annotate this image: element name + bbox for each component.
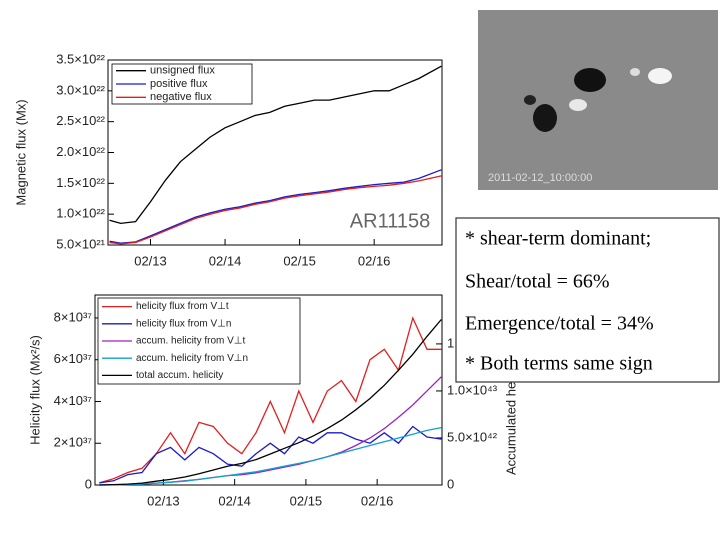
series-line — [109, 169, 442, 244]
y-tick-label: 1.5×10²² — [56, 175, 105, 190]
flux-chart: 5.0×10²¹ 1.0×10²² 1.5×10²² 2.0×10²² 2.5×10²²… — [13, 51, 443, 268]
y-tick-label: 2.0×10²² — [56, 144, 105, 159]
legend-label: negative flux — [150, 91, 212, 103]
y-tick-label: 3.0×10²² — [56, 82, 105, 97]
series-line — [99, 425, 442, 484]
dark-spot — [524, 95, 536, 105]
legend-label: unsigned flux — [150, 65, 215, 77]
bright-spot — [569, 99, 587, 111]
legend-label: total accum. helicity — [136, 370, 223, 381]
y2-tick-label: 5.0×10⁴² — [447, 429, 498, 444]
y-tick-label: 6×10³⁷ — [54, 351, 93, 366]
series-line — [99, 426, 442, 486]
y-tick-label: 8×10³⁷ — [54, 309, 93, 324]
text-line: Shear/total = 66% — [465, 271, 610, 293]
dark-spot — [574, 68, 606, 92]
plot-frame — [94, 294, 443, 486]
legend-label: positive flux — [150, 78, 208, 90]
y-tick-label: 4×10³⁷ — [54, 393, 93, 408]
legend-label: helicity flux from V⊥t — [136, 301, 229, 312]
y2-tick-label: 0 — [447, 476, 454, 491]
x-tick-label: 02/13 — [147, 493, 180, 508]
legend-label: helicity flux from V⊥n — [136, 318, 231, 329]
x-tick-label: 02/14 — [209, 253, 242, 268]
bright-spot — [648, 68, 672, 84]
text-line: * shear-term dominant; — [465, 228, 651, 250]
y-tick-label: 5.0×10²¹ — [56, 236, 105, 251]
bright-spot — [630, 68, 640, 76]
magnetogram-image — [478, 10, 718, 190]
series-line — [109, 175, 442, 245]
series-line — [109, 65, 442, 225]
y-tick-label: 3.5×10²² — [56, 51, 105, 66]
y-tick-label: 2.5×10²² — [56, 113, 105, 128]
text-line: Emergence/total = 34% — [465, 313, 654, 335]
series-line — [99, 319, 442, 486]
magnetogram: 2011-02-12_10:00:00 — [478, 10, 718, 190]
x-tick-label: 02/15 — [283, 253, 316, 268]
y-axis-label: Magnetic flux (Mx) — [13, 99, 28, 205]
dark-spot — [533, 104, 557, 132]
y-tick-label: 0 — [85, 476, 92, 491]
x-tick-label: 02/16 — [361, 493, 394, 508]
y-tick-label: 2×10³⁷ — [54, 435, 93, 450]
x-tick-label: 02/14 — [218, 493, 251, 508]
annotation: AR11158 — [350, 210, 430, 232]
text-box: * shear-term dominant; Shear/total = 66%… — [455, 217, 720, 383]
y2-tick-label: 1.0×10⁴³ — [447, 382, 498, 397]
magnetogram-timestamp: 2011-02-12_10:00:00 — [488, 172, 592, 184]
x-tick-label: 02/16 — [358, 253, 391, 268]
text-line: * Both terms same sign — [465, 353, 653, 375]
legend-label: accum. helicity from V⊥n — [136, 353, 248, 364]
legend-label: accum. helicity from V⊥t — [136, 336, 246, 347]
x-tick-label: 02/15 — [290, 493, 323, 508]
x-tick-label: 02/13 — [134, 253, 167, 268]
y-axis-label: Helicity flux (Mx²/s) — [27, 335, 42, 445]
text-box-frame — [455, 217, 720, 383]
y-tick-label: 1.0×10²² — [56, 206, 105, 221]
